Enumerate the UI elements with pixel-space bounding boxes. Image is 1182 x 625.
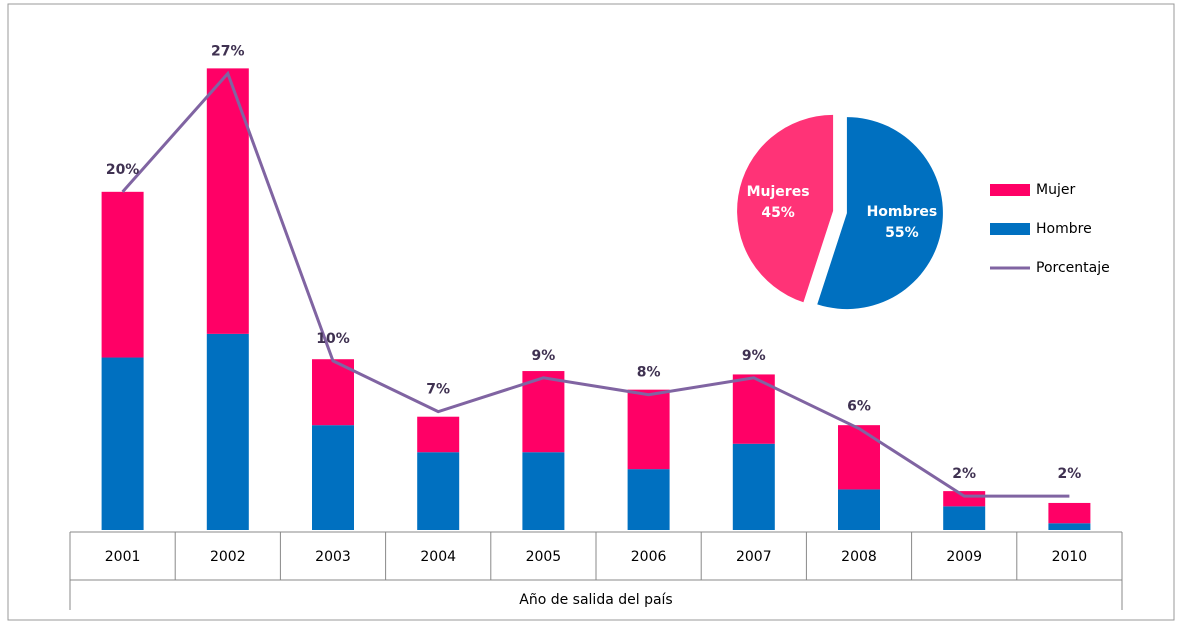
data-label: 20% [106, 162, 140, 178]
x-tick-label: 2006 [631, 549, 667, 565]
x-tick-label: 2002 [210, 549, 246, 565]
pie-value-label: 55% [885, 225, 919, 241]
pie-value-label: 45% [761, 205, 795, 221]
bar-segment [206, 68, 249, 334]
data-label: 2% [1058, 466, 1082, 482]
data-label: 6% [847, 399, 871, 415]
legend-label: Hombre [1036, 221, 1092, 237]
bar-segment [838, 425, 880, 490]
x-tick-label: 2010 [1052, 549, 1088, 565]
bar-segment [206, 333, 249, 530]
bar-segment [838, 489, 880, 530]
bar-segment [312, 359, 354, 426]
bar-segment [101, 357, 144, 530]
frame [7, 3, 1175, 621]
data-label: 2% [952, 466, 976, 482]
x-tick-label: 2004 [420, 549, 456, 565]
bar-segment [417, 416, 460, 453]
data-label: 27% [211, 43, 245, 59]
line [121, 70, 1070, 498]
pie-label: Mujeres [747, 184, 810, 200]
bar-segment [312, 425, 354, 530]
bar-segment [417, 452, 460, 530]
pie-slice [737, 114, 834, 303]
legend-label: Porcentaje [1036, 260, 1110, 276]
bar-segment [732, 443, 775, 530]
bar-segment [943, 491, 986, 507]
x-axis-label: Año de salida del país [519, 592, 672, 608]
x-tick-label: 2009 [946, 549, 982, 565]
bar-segment [1048, 502, 1091, 524]
data-label: 9% [742, 348, 766, 364]
bar-segment [522, 452, 565, 530]
data-label: 9% [532, 348, 556, 364]
bar-segment [1048, 523, 1091, 530]
x-tick-label: 2001 [105, 549, 141, 565]
bar-segment [627, 469, 670, 530]
data-label: 7% [426, 382, 450, 398]
bar-segment [522, 371, 565, 453]
bar-segment [943, 506, 986, 530]
data-label: 8% [637, 365, 661, 381]
bar-segment [627, 389, 670, 470]
bar-segment [101, 191, 144, 358]
x-tick-label: 2003 [315, 549, 351, 565]
x-tick-label: 2007 [736, 549, 772, 565]
pie-label: Hombres [867, 204, 938, 220]
pie-slice [817, 117, 943, 310]
legend-swatch [990, 223, 1030, 235]
legend-label: Mujer [1036, 182, 1075, 198]
legend-swatch [990, 184, 1030, 196]
x-tick-label: 2008 [841, 549, 877, 565]
data-label: 10% [316, 331, 350, 347]
x-tick-label: 2005 [526, 549, 562, 565]
